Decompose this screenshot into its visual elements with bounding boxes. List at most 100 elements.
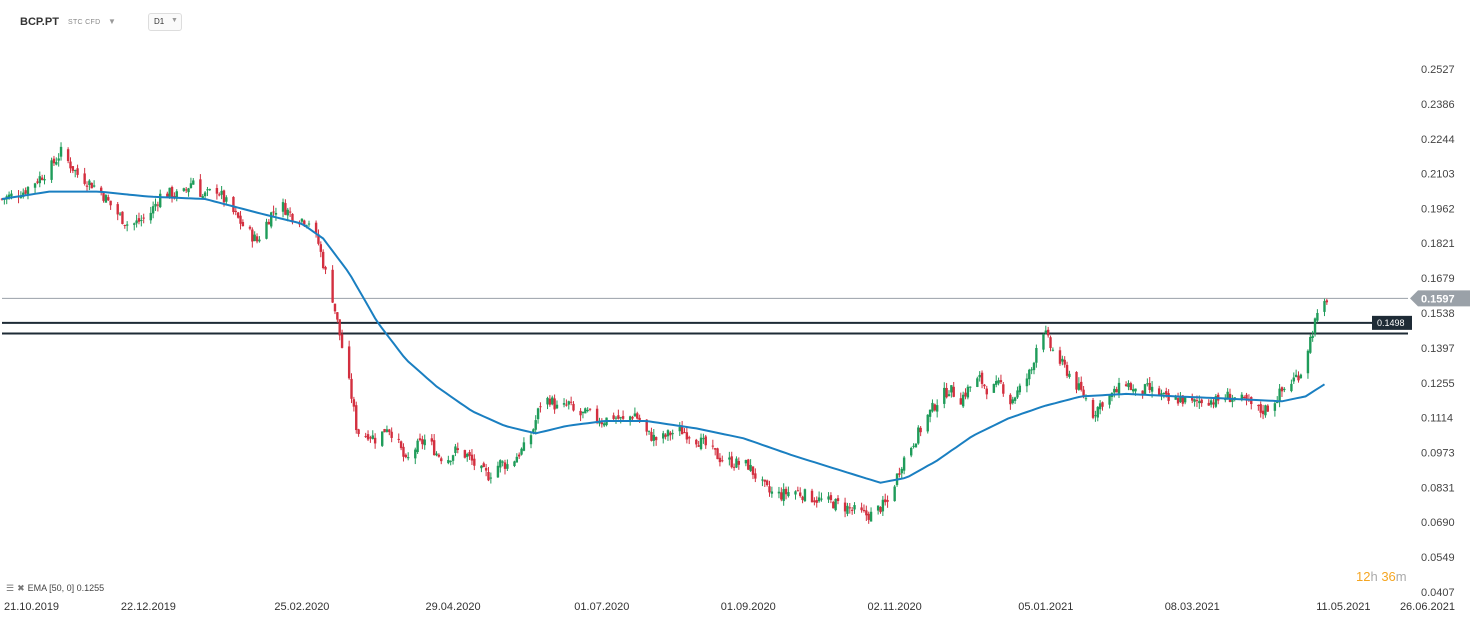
bearish-candle bbox=[390, 431, 393, 438]
bearish-candle bbox=[654, 437, 658, 441]
bearish-candle bbox=[796, 490, 800, 492]
bearish-candle bbox=[1063, 359, 1066, 365]
bearish-candle bbox=[76, 168, 79, 175]
bearish-candle bbox=[468, 452, 471, 456]
bullish-candle bbox=[702, 438, 705, 440]
bearish-candle bbox=[964, 392, 967, 397]
bullish-candle bbox=[744, 460, 748, 464]
bearish-candle bbox=[704, 436, 707, 446]
bearish-candle bbox=[319, 244, 323, 252]
bearish-candle bbox=[919, 427, 922, 433]
bullish-candle bbox=[1094, 415, 1097, 417]
bearish-candle bbox=[683, 432, 686, 434]
bullish-candle bbox=[118, 213, 122, 215]
bullish-candle bbox=[1323, 301, 1326, 312]
bearish-candle bbox=[959, 398, 962, 405]
bearish-candle bbox=[631, 417, 634, 419]
bullish-candle bbox=[787, 492, 790, 497]
bearish-candle bbox=[437, 454, 441, 457]
bullish-candle bbox=[1226, 391, 1229, 400]
bearish-candle bbox=[185, 189, 188, 191]
bearish-candle bbox=[718, 457, 722, 463]
bearish-candle bbox=[751, 466, 755, 475]
bearish-candle bbox=[355, 405, 358, 431]
bullish-candle bbox=[1032, 362, 1036, 371]
bullish-candle bbox=[666, 430, 670, 437]
bullish-candle bbox=[454, 446, 457, 453]
bullish-candle bbox=[1113, 388, 1116, 393]
y-tick-label: 0.1397 bbox=[1421, 343, 1455, 355]
bearish-candle bbox=[85, 185, 89, 187]
bullish-candle bbox=[902, 457, 906, 471]
bullish-candle bbox=[208, 189, 212, 191]
bullish-candle bbox=[817, 497, 821, 502]
y-tick-label: 0.2527 bbox=[1421, 64, 1455, 76]
bullish-candle bbox=[88, 180, 91, 185]
ema-line bbox=[1, 190, 1326, 484]
bullish-candle bbox=[371, 435, 374, 439]
bearish-candle bbox=[137, 218, 141, 222]
bullish-candle bbox=[416, 440, 419, 453]
bearish-candle bbox=[848, 507, 852, 509]
bars-icon[interactable]: ☰ bbox=[6, 583, 15, 593]
bullish-candle bbox=[515, 456, 519, 463]
bullish-candle bbox=[50, 160, 53, 180]
bearish-candle bbox=[357, 429, 360, 435]
candle-timer: 12h 36m bbox=[1356, 569, 1407, 584]
bullish-candle bbox=[1011, 399, 1014, 404]
timeframe-select[interactable]: D1 ▼ bbox=[148, 13, 182, 31]
bearish-candle bbox=[430, 438, 434, 442]
bearish-candle bbox=[1167, 393, 1170, 401]
symbol-label[interactable]: BCP.PT bbox=[20, 16, 59, 28]
bullish-candle bbox=[562, 403, 566, 405]
bullish-candle bbox=[104, 195, 108, 203]
bullish-candle bbox=[619, 417, 622, 419]
timer-hours: 12 bbox=[1356, 569, 1371, 584]
bullish-candle bbox=[614, 417, 618, 419]
bullish-candle bbox=[1030, 369, 1033, 371]
last-price-tag bbox=[1410, 290, 1470, 307]
bearish-candle bbox=[116, 204, 119, 215]
bearish-candle bbox=[1157, 388, 1161, 396]
bullish-candle bbox=[1278, 388, 1281, 402]
bullish-candle bbox=[192, 180, 195, 185]
bearish-candle bbox=[1058, 350, 1062, 364]
bearish-candle bbox=[1191, 397, 1194, 401]
bearish-candle bbox=[397, 438, 400, 440]
bullish-candle bbox=[59, 146, 63, 157]
x-tick-label: 05.01.2021 bbox=[1018, 601, 1073, 613]
bearish-candle bbox=[473, 458, 476, 466]
bullish-candle bbox=[827, 496, 830, 500]
bullish-candle bbox=[466, 453, 469, 457]
bearish-candle bbox=[383, 429, 386, 433]
last-price-label: 0.1597 bbox=[1421, 293, 1455, 305]
bullish-candle bbox=[253, 234, 256, 241]
bullish-candle bbox=[175, 191, 178, 199]
bearish-candle bbox=[291, 213, 294, 223]
bullish-candle bbox=[931, 402, 934, 412]
bullish-candle bbox=[1127, 382, 1130, 388]
bullish-candle bbox=[1051, 349, 1055, 351]
x-tick-label: 21.10.2019 bbox=[4, 601, 59, 613]
bearish-candle bbox=[1266, 405, 1269, 412]
symbol-dropdown-icon[interactable]: ▼ bbox=[108, 17, 116, 26]
close-icon[interactable]: ✖ bbox=[17, 583, 25, 593]
y-tick-label: 0.1821 bbox=[1421, 238, 1455, 250]
bullish-candle bbox=[900, 468, 903, 474]
bearish-candle bbox=[324, 267, 327, 270]
bearish-candle bbox=[588, 408, 592, 410]
bullish-candle bbox=[1273, 403, 1277, 411]
bearish-candle bbox=[999, 380, 1003, 383]
bearish-candle bbox=[303, 220, 306, 225]
bullish-candle bbox=[1096, 406, 1099, 418]
bullish-candle bbox=[1018, 385, 1022, 393]
bullish-candle bbox=[133, 223, 136, 225]
bullish-candle bbox=[57, 158, 60, 161]
bearish-candle bbox=[388, 429, 391, 433]
bullish-candle bbox=[10, 193, 13, 197]
bullish-candle bbox=[274, 212, 278, 215]
bullish-candle bbox=[406, 457, 410, 459]
bearish-candle bbox=[487, 471, 490, 481]
bearish-candle bbox=[565, 404, 568, 406]
